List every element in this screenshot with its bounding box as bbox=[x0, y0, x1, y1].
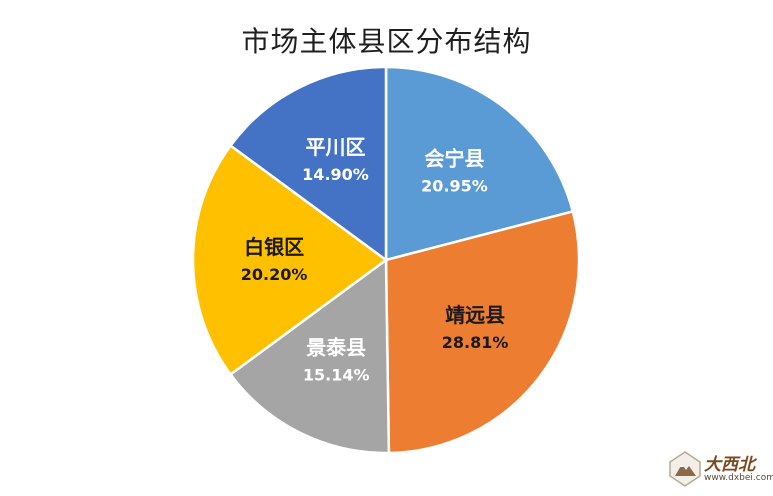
slice-label-jingtai: 景泰县 bbox=[306, 335, 366, 359]
chart-title: 市场主体县区分布结构 bbox=[241, 25, 532, 58]
slice-value-jingyuan: 28.81% bbox=[442, 333, 509, 352]
slice-pingchuan bbox=[229, 65, 388, 262]
pie-labels: 会宁县 20.95% 靖远县 28.81% 景泰县 15.14% 白银区 20.20% 平川区 1… bbox=[241, 135, 509, 384]
slice-value-huining: 20.95% bbox=[421, 176, 488, 195]
mountain-logo-icon bbox=[669, 451, 701, 487]
slice-jingyuan bbox=[384, 210, 581, 455]
slice-huining bbox=[384, 65, 575, 262]
slice-label-pingchuan: 平川区 bbox=[306, 135, 366, 159]
site-watermark: 大西北 www.dxbei.com bbox=[668, 448, 773, 490]
slice-label-jingyuan: 靖远县 bbox=[445, 303, 505, 327]
slice-jingtai bbox=[229, 258, 391, 455]
slice-value-jingtai: 15.14% bbox=[303, 365, 370, 384]
slice-value-pingchuan: 14.90% bbox=[302, 165, 369, 184]
slice-baiyin bbox=[191, 144, 388, 376]
pie-slices bbox=[191, 65, 581, 455]
slice-value-baiyin: 20.20% bbox=[241, 265, 308, 284]
slice-label-huining: 会宁县 bbox=[425, 146, 485, 170]
watermark-url: www.dxbei.com bbox=[704, 473, 773, 483]
watermark-brand: 大西北 bbox=[704, 455, 755, 475]
slice-label-baiyin: 白银区 bbox=[244, 235, 304, 259]
